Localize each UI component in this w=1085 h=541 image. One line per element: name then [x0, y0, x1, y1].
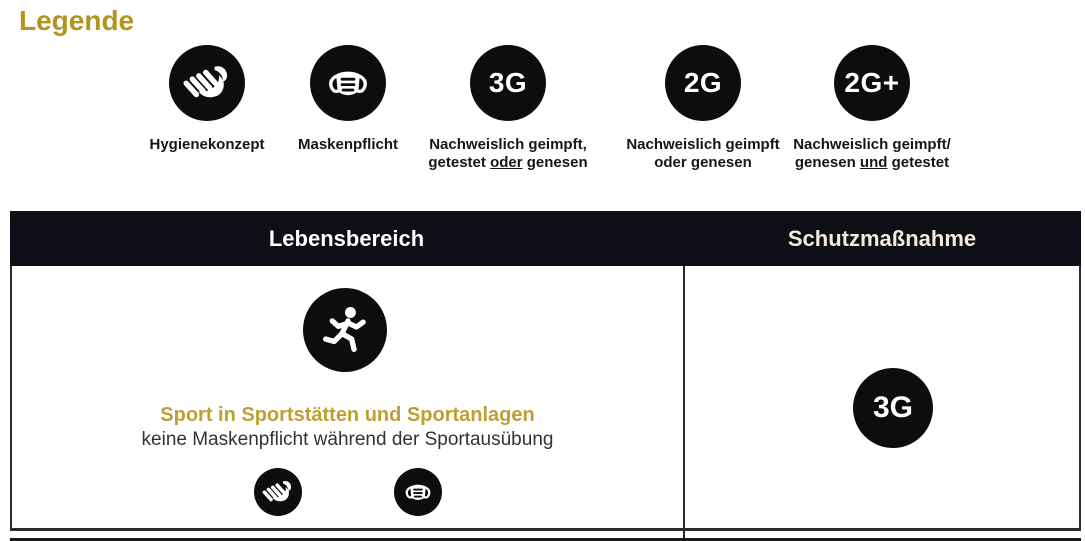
badge-3g-icon: 3G: [470, 45, 546, 121]
legend-label-3g: Nachweislich geimpft, getestet oder gene…: [428, 136, 588, 171]
legend-title: Legende: [19, 5, 135, 36]
row-subtitle: keine Maskenpflicht während der Sportaus…: [141, 429, 554, 450]
hands-washing-icon: [169, 45, 245, 121]
face-mask-icon: [394, 468, 442, 516]
next-row-top-border: [10, 538, 1081, 541]
legend-label-2g: Nachweislich geimpft oder genesen: [626, 136, 780, 171]
badge-3g-text: 3G: [488, 67, 528, 98]
table-row: Sport in Sportstätten und Sportanlagen k…: [10, 266, 1081, 531]
runner-icon: [303, 288, 387, 372]
legend-item-2gplus: 2G+ Nachweislich geimpft/ genesen und ge…: [766, 45, 978, 172]
legend-item-hygienekonzept: Hygienekonzept: [101, 45, 313, 154]
column-header-lebensbereich: Lebensbereich: [268, 225, 425, 251]
badge-2g-icon: 2G: [665, 45, 741, 121]
legend-item-maskenpflicht: Maskenpflicht: [242, 45, 454, 154]
rules-table: Lebensbereich Schutzmaßnahme Sport in Sp…: [10, 211, 1081, 531]
column-divider-stub: [683, 531, 685, 541]
badge-2gplus-icon: 2G+: [834, 45, 910, 121]
legend-label-2gplus: Nachweislich geimpft/ genesen und getest…: [793, 136, 951, 171]
badge-2gplus-text: 2G+: [844, 67, 900, 98]
table-header-row: Lebensbereich Schutzmaßnahme: [10, 211, 1081, 266]
column-header-schutzmassnahme: Schutzmaßnahme: [787, 225, 977, 251]
badge-3g-icon: 3G: [853, 368, 933, 448]
cell-schutzmassnahme: 3G: [683, 266, 1079, 528]
hands-washing-icon: [254, 468, 302, 516]
legend-label-hygienekonzept: Hygienekonzept: [149, 136, 265, 153]
cell-lebensbereich: Sport in Sportstätten und Sportanlagen k…: [12, 266, 683, 528]
legend-item-2g: 2G Nachweislich geimpft oder genesen: [597, 45, 809, 172]
face-mask-icon: [310, 45, 386, 121]
row-title: Sport in Sportstätten und Sportanlagen: [160, 404, 535, 426]
badge-2g-text: 2G: [683, 67, 723, 98]
legend-item-3g: 3G Nachweislich geimpft, getestet oder g…: [402, 45, 614, 172]
legend-label-maskenpflicht: Maskenpflicht: [297, 136, 399, 153]
